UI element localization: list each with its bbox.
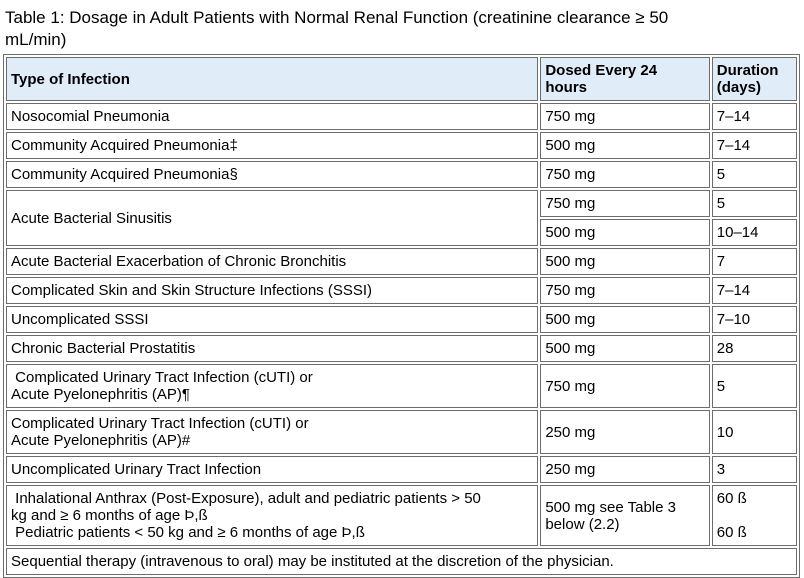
duration-cell: 10 [711,410,797,454]
table-title: Table 1: Dosage in Adult Patients with N… [5,8,669,49]
infection-cell: Uncomplicated SSSI [6,306,539,333]
table-row: Inhalational Anthrax (Post-Exposure), ad… [6,485,797,546]
dose-cell: 750 mg [540,364,710,408]
duration-cell: 7–14 [711,132,797,159]
header-row: Type of Infection Dosed Every 24 hours D… [6,57,797,101]
dose-cell: 500 mg [540,248,710,275]
table-row: Nosocomial Pneumonia 750 mg 7–14 [6,103,797,130]
dose-cell: 750 mg [540,103,710,130]
footnote-row: Sequential therapy (intravenous to oral)… [6,548,797,575]
dose-cell: 250 mg [540,456,710,483]
duration-cell: 5 [711,161,797,188]
duration-cell: 7–14 [711,103,797,130]
header-dosed-every-24-hours: Dosed Every 24 hours [540,57,710,101]
table-row: Uncomplicated SSSI 500 mg 7–10 [6,306,797,333]
infection-cell: Acute Bacterial Exacerbation of Chronic … [6,248,539,275]
table-row: Complicated Skin and Skin Structure Infe… [6,277,797,304]
duration-cell: 3 [711,456,797,483]
infection-cell: Community Acquired Pneumonia§ [6,161,539,188]
infection-cell: Inhalational Anthrax (Post-Exposure), ad… [6,485,539,546]
duration-cell: 60 ß 60 ß [711,485,797,546]
duration-cell: 7–10 [711,306,797,333]
infection-cell: Complicated Skin and Skin Structure Infe… [6,277,539,304]
dose-cell: 500 mg [540,219,710,246]
duration-cell: 10–14 [711,219,797,246]
table-row: Complicated Urinary Tract Infection (cUT… [6,364,797,408]
table-row: Acute Bacterial Sinusitis 750 mg 5 [6,190,797,246]
table-row: Complicated Urinary Tract Infection (cUT… [6,410,797,454]
dose-cell: 500 mg [540,306,710,333]
table-row: Community Acquired Pneumonia§ 750 mg 5 [6,161,797,188]
infection-cell: Nosocomial Pneumonia [6,103,539,130]
table-row: Uncomplicated Urinary Tract Infection 25… [6,456,797,483]
header-type-of-infection: Type of Infection [6,57,539,101]
infection-cell: Uncomplicated Urinary Tract Infection [6,456,539,483]
table-row: 500 mg 10–14 [6,219,797,246]
infection-cell: Complicated Urinary Tract Infection (cUT… [6,410,539,454]
dose-cell: 750 mg [540,277,710,304]
duration-cell: 5 [711,364,797,408]
table-row: Community Acquired Pneumonia‡ 500 mg 7–1… [6,132,797,159]
duration-cell: 7 [711,248,797,275]
dose-cell: 500 mg [540,132,710,159]
infection-cell: Acute Bacterial Sinusitis [6,190,539,246]
footnote-cell: Sequential therapy (intravenous to oral)… [6,548,797,575]
dose-cell: 250 mg [540,410,710,454]
dosage-table: Type of Infection Dosed Every 24 hours D… [3,54,800,578]
duration-cell: 5 [711,190,797,217]
header-duration-days: Duration (days) [711,57,797,101]
dose-cell: 500 mg see Table 3 below (2.2) [540,485,710,546]
table-row: Acute Bacterial Exacerbation of Chronic … [6,248,797,275]
dose-cell: 500 mg [540,335,710,362]
table-row: Chronic Bacterial Prostatitis 500 mg 28 [6,335,797,362]
duration-cell: 28 [711,335,797,362]
infection-cell: Community Acquired Pneumonia‡ [6,132,539,159]
infection-cell: Complicated Urinary Tract Infection (cUT… [6,364,539,408]
dose-cell: 750 mg [540,190,710,217]
duration-cell: 7–14 [711,277,797,304]
infection-cell: Chronic Bacterial Prostatitis [6,335,539,362]
dose-cell: 750 mg [540,161,710,188]
